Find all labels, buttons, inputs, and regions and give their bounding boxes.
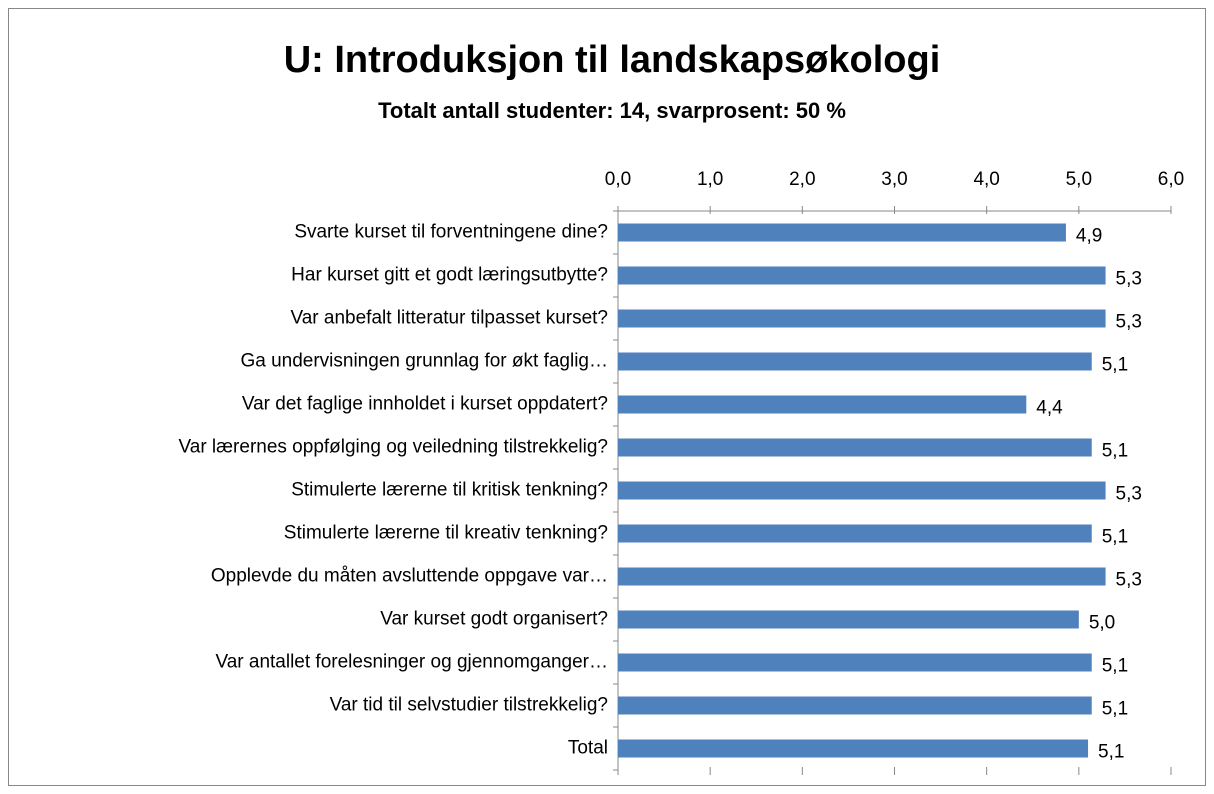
bar [618,266,1106,285]
value-label: 5,1 [1102,699,1128,720]
x-tick-label: 1,0 [697,169,723,190]
x-tick-label: 0,0 [605,169,631,190]
bar [618,567,1106,586]
value-label: 5,1 [1102,355,1128,376]
value-label: 4,4 [1036,398,1063,419]
y-tick-label: Ga undervisningen grunnlag for økt fagli… [240,351,608,372]
bar [618,309,1106,328]
x-tick-label: 3,0 [881,169,907,190]
bar [618,696,1092,715]
value-label: 5,3 [1116,570,1142,591]
y-tick-label: Svarte kurset til forventningene dine? [294,222,608,243]
bar [618,395,1027,414]
y-tick-label: Opplevde du måten avsluttende oppgave va… [211,566,608,587]
y-tick-label: Total [568,738,608,759]
value-label: 5,1 [1098,742,1124,763]
y-tick-label: Var lærernes oppfølging og veiledning ti… [179,437,609,458]
value-label: 5,1 [1102,441,1128,462]
y-tick-label: Var antallet forelesninger og gjennomgan… [215,652,608,673]
bar [618,438,1092,457]
value-label: 5,3 [1116,484,1142,505]
chart-subtitle: Totalt antall studenter: 14, svarprosent… [378,98,846,123]
value-label: 5,3 [1116,312,1142,333]
bar [618,481,1106,500]
bar [618,739,1089,758]
value-label: 5,1 [1102,527,1128,548]
x-tick-label: 2,0 [789,169,815,190]
y-tick-label: Var anbefalt litteratur tilpasset kurset… [290,308,608,329]
value-label: 4,9 [1076,226,1102,247]
bar [618,352,1092,371]
bar [618,610,1079,629]
bar [618,653,1092,672]
y-tick-label: Stimulerte lærerne til kreativ tenkning? [284,523,608,544]
bar [618,223,1066,242]
x-tick-label: 5,0 [1066,169,1092,190]
value-label: 5,3 [1116,269,1142,290]
bar [618,524,1092,543]
y-tick-label: Stimulerte lærerne til kritisk tenkning? [291,480,608,501]
x-tick-label: 4,0 [973,169,999,190]
value-label: 5,0 [1089,613,1115,634]
y-tick-label: Var tid til selvstudier tilstrekkelig? [330,695,608,716]
y-tick-label: Var det faglige innholdet i kurset oppda… [242,394,608,415]
y-tick-label: Var kurset godt organisert? [380,609,608,630]
x-tick-label: 6,0 [1158,169,1184,190]
chart-title: U: Introduksjon til landskapsøkologi [284,39,941,81]
y-tick-label: Har kurset gitt et godt læringsutbytte? [291,265,608,286]
value-label: 5,1 [1102,656,1128,677]
